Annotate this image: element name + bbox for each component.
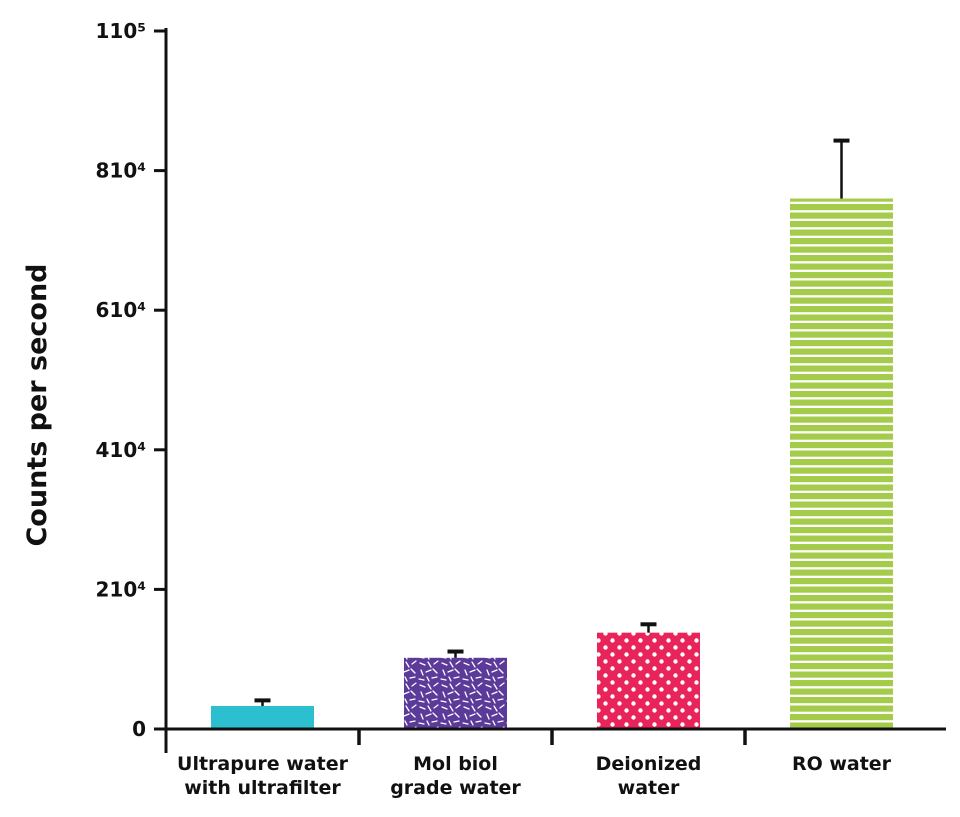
y-tick-label: 0 xyxy=(132,717,146,741)
x-category-label: Mol biol grade water xyxy=(390,753,521,799)
x-category-label: RO water xyxy=(792,753,892,775)
y-tick-label: 410⁴ xyxy=(95,438,146,462)
error-bar xyxy=(447,649,464,658)
error-bar xyxy=(640,622,657,633)
bar xyxy=(211,705,314,728)
error-bar xyxy=(833,138,850,199)
bar xyxy=(597,632,700,728)
y-tick-label: 110⁵ xyxy=(95,19,146,43)
x-category-label: Ultrapure water with ultrafilter xyxy=(177,753,349,799)
y-tick-label: 810⁴ xyxy=(95,159,146,183)
y-tick-label: 610⁴ xyxy=(95,298,146,322)
y-tick-label: 210⁴ xyxy=(95,577,146,601)
bar xyxy=(404,657,507,728)
x-category-label: Deionized water xyxy=(596,753,702,799)
error-bar xyxy=(254,698,271,706)
bar xyxy=(790,198,893,728)
y-axis-title: Counts per second xyxy=(22,263,53,546)
